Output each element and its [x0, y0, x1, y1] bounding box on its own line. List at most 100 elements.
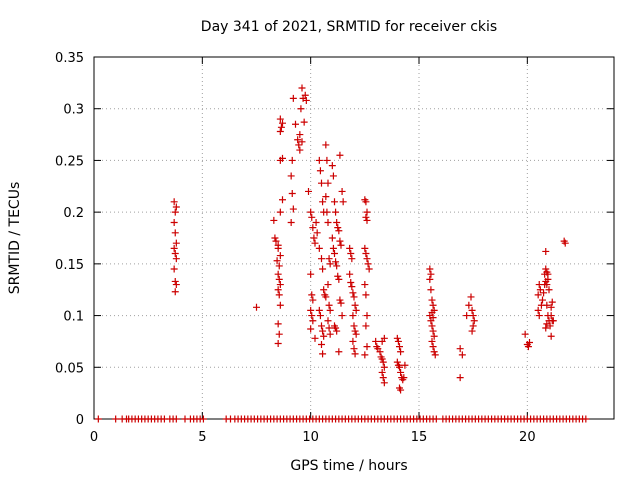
data-point — [324, 281, 332, 289]
data-point — [361, 244, 369, 252]
y-tick-label: 0.15 — [55, 258, 84, 273]
data-point — [335, 348, 343, 356]
data-point — [380, 334, 388, 342]
data-point — [287, 218, 295, 226]
data-point — [542, 324, 550, 332]
data-point — [318, 341, 325, 349]
data-point — [336, 296, 344, 304]
data-point — [294, 136, 302, 144]
data-point — [326, 306, 334, 314]
data-point — [429, 327, 437, 335]
data-point — [325, 324, 333, 332]
data-point — [334, 224, 342, 232]
data-point — [300, 118, 308, 126]
data-point — [363, 208, 371, 216]
data-point — [275, 291, 283, 299]
data-point — [351, 350, 359, 358]
data-point — [319, 265, 327, 273]
data-point — [396, 343, 403, 351]
data-point — [467, 293, 475, 301]
data-point — [320, 332, 328, 340]
data-point — [363, 343, 371, 351]
data-point — [350, 293, 358, 301]
data-point — [94, 415, 102, 423]
data-point — [274, 286, 282, 294]
data-point — [172, 203, 180, 211]
data-point — [315, 244, 323, 252]
data-point — [292, 120, 299, 128]
data-point — [332, 208, 340, 216]
data-point — [324, 218, 332, 226]
data-point — [319, 198, 327, 206]
data-point — [308, 213, 316, 221]
data-point — [275, 330, 283, 338]
data-point — [526, 338, 533, 346]
data-point — [376, 348, 384, 356]
data-point — [329, 172, 337, 180]
data-point — [470, 317, 478, 325]
data-point — [379, 358, 387, 366]
data-point — [534, 306, 542, 314]
data-point — [318, 255, 325, 263]
data-point — [325, 255, 333, 263]
data-point — [338, 187, 346, 195]
data-point — [427, 270, 435, 278]
data-point — [335, 275, 343, 283]
data-point — [326, 260, 334, 268]
data-point — [296, 146, 304, 154]
data-point — [311, 239, 319, 247]
data-point — [276, 281, 284, 289]
data-point — [275, 275, 283, 283]
data-point — [172, 255, 180, 263]
data-point — [274, 244, 282, 252]
data-point — [428, 337, 436, 345]
data-point — [272, 237, 280, 245]
data-point — [328, 234, 336, 242]
data-point — [253, 303, 260, 311]
data-point — [309, 296, 317, 304]
data-point — [365, 265, 373, 273]
data-point — [276, 301, 284, 309]
data-point — [362, 198, 370, 206]
data-point — [199, 415, 207, 423]
data-point — [536, 286, 544, 294]
data-point — [372, 337, 380, 345]
data-point — [172, 281, 180, 289]
chart-title: Day 341 of 2021, SRMTID for receiver cki… — [201, 19, 497, 35]
y-axis-label: SRMTID / TECUs — [7, 182, 23, 295]
data-point — [319, 327, 327, 335]
data-point — [463, 312, 471, 320]
data-point — [549, 317, 557, 325]
data-point — [287, 172, 295, 180]
data-point — [323, 208, 331, 216]
data-point — [328, 162, 336, 170]
data-point — [364, 260, 372, 268]
data-point — [171, 250, 179, 258]
data-point — [311, 334, 319, 342]
data-point — [378, 355, 386, 363]
data-point — [316, 312, 324, 320]
data-point — [335, 227, 343, 235]
data-point — [348, 283, 356, 291]
data-point — [349, 289, 357, 297]
data-point — [539, 296, 546, 304]
data-point — [521, 330, 529, 338]
data-point — [312, 218, 320, 226]
y-tick-label: 0.3 — [63, 103, 84, 118]
data-point — [310, 234, 318, 242]
data-point — [271, 234, 279, 242]
data-point — [348, 255, 356, 263]
tick-labels: 0 0.05 0.1 0.15 0.2 0.25 0.3 0.35 0 5 10 15 20 — [55, 51, 536, 445]
data-point — [543, 301, 551, 309]
data-point — [276, 115, 284, 123]
x-tick-label: 20 — [519, 430, 536, 445]
x-tick-label: 0 — [90, 430, 98, 445]
y-tick-label: 0.2 — [63, 206, 84, 221]
data-point — [331, 198, 338, 206]
y-tick-label: 0.25 — [55, 154, 84, 169]
data-point — [295, 141, 303, 149]
data-point — [322, 293, 330, 301]
data-point — [331, 250, 338, 258]
data-point — [468, 327, 476, 335]
data-point — [349, 337, 357, 345]
